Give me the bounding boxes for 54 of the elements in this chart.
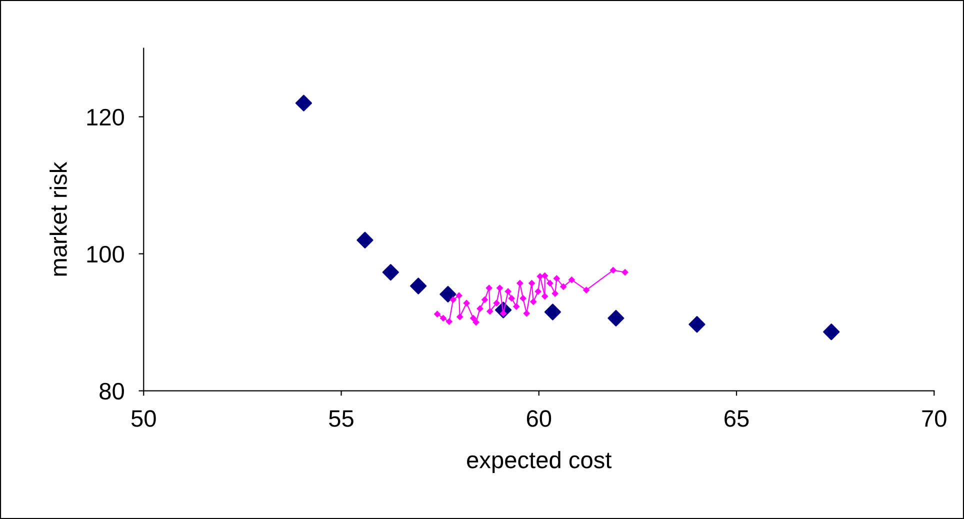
point bbox=[450, 296, 456, 303]
point bbox=[508, 295, 515, 302]
point bbox=[493, 300, 500, 306]
point bbox=[554, 275, 560, 282]
point bbox=[546, 280, 554, 286]
x-tick-label: 70 bbox=[922, 410, 946, 427]
point bbox=[542, 293, 548, 300]
y-tick-label: 80 bbox=[100, 382, 124, 400]
point bbox=[552, 290, 558, 297]
point bbox=[356, 232, 374, 248]
point bbox=[476, 305, 484, 312]
point bbox=[440, 315, 446, 322]
point bbox=[410, 278, 427, 294]
point bbox=[536, 273, 544, 280]
point bbox=[463, 300, 470, 306]
point bbox=[530, 298, 536, 305]
point bbox=[688, 316, 706, 333]
point bbox=[560, 284, 567, 290]
x-tick-label: 55 bbox=[329, 410, 354, 427]
point bbox=[513, 303, 520, 310]
y-tick-label: 100 bbox=[87, 246, 124, 263]
point bbox=[534, 288, 542, 295]
point bbox=[610, 267, 616, 274]
point bbox=[456, 292, 462, 299]
point bbox=[528, 280, 535, 286]
point bbox=[434, 310, 440, 318]
point bbox=[516, 280, 524, 286]
point bbox=[608, 310, 624, 326]
point bbox=[440, 286, 456, 303]
point bbox=[486, 308, 494, 314]
point bbox=[544, 304, 562, 320]
x-axis-title: expected cost bbox=[467, 451, 612, 474]
point bbox=[482, 296, 488, 303]
x-tick-label: 65 bbox=[724, 410, 749, 427]
point bbox=[523, 310, 530, 317]
point bbox=[496, 284, 503, 292]
y-tick-label: 120 bbox=[87, 108, 124, 126]
point bbox=[456, 314, 463, 320]
point bbox=[295, 94, 312, 112]
point bbox=[382, 264, 399, 281]
point bbox=[823, 324, 840, 340]
point bbox=[446, 318, 452, 325]
point bbox=[504, 288, 512, 295]
point bbox=[568, 276, 575, 283]
x-tick-label: 50 bbox=[131, 410, 156, 427]
point bbox=[470, 315, 476, 322]
x-tick-label: 60 bbox=[526, 410, 552, 427]
y-axis-title: market risk bbox=[50, 162, 67, 276]
point bbox=[472, 319, 480, 326]
point bbox=[542, 272, 548, 279]
point bbox=[486, 284, 492, 292]
point bbox=[583, 286, 590, 294]
point bbox=[622, 269, 628, 276]
point bbox=[520, 295, 526, 302]
